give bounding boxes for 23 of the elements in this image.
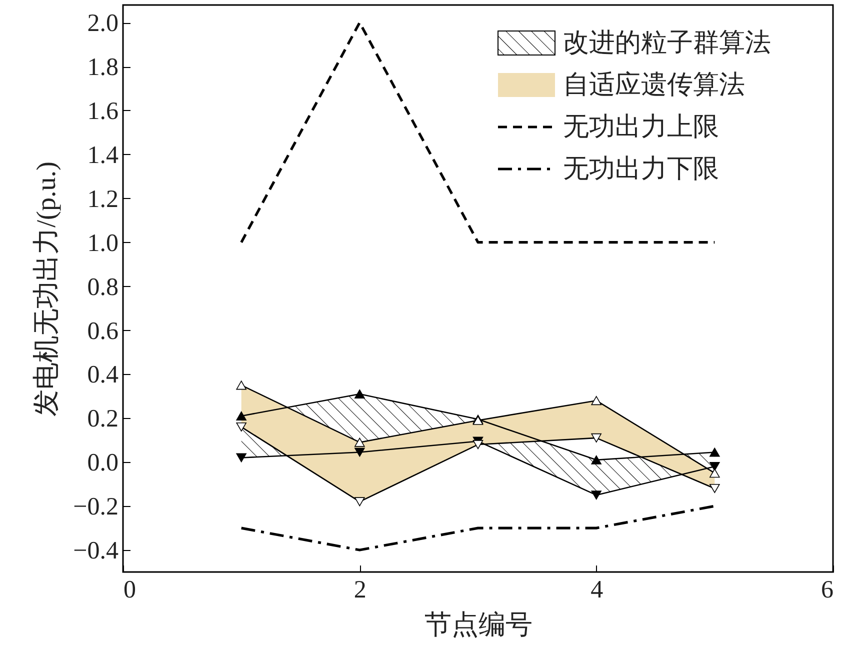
y-tick-label: 1.4 (87, 142, 119, 169)
y-tick-label: 1.8 (87, 54, 118, 82)
x-tick-label: 2 (354, 576, 366, 604)
legend-label: 改进的粒子群算法 (563, 28, 771, 57)
x-tick-label: 6 (821, 576, 834, 604)
legend-label: 自适应遗传算法 (563, 70, 745, 99)
legend-label: 无功出力上限 (563, 112, 719, 141)
y-tick-label: 2.0 (87, 10, 118, 38)
x-tick-label: 0 (124, 576, 136, 604)
x-tick-label: 4 (590, 576, 604, 604)
legend-label: 无功出力下限 (563, 154, 719, 183)
y-tick-label: 1.6 (87, 98, 118, 125)
y-tick-label: −0.2 (73, 494, 118, 521)
x-axis-title: 节点编号 (424, 610, 532, 640)
y-tick-label: 0.6 (87, 318, 118, 345)
y-tick-label: 0.2 (87, 406, 118, 433)
y-axis-title: 发电机无功出力/(p.u.) (31, 162, 62, 416)
y-tick-label: 0.0 (87, 450, 118, 477)
y-tick-label: 0.4 (87, 362, 119, 389)
y-tick-label: −0.4 (73, 538, 119, 565)
y-tick-label: 0.8 (87, 274, 118, 301)
y-tick-label: 1.2 (87, 186, 118, 213)
y-tick-label: 1.0 (87, 230, 118, 257)
